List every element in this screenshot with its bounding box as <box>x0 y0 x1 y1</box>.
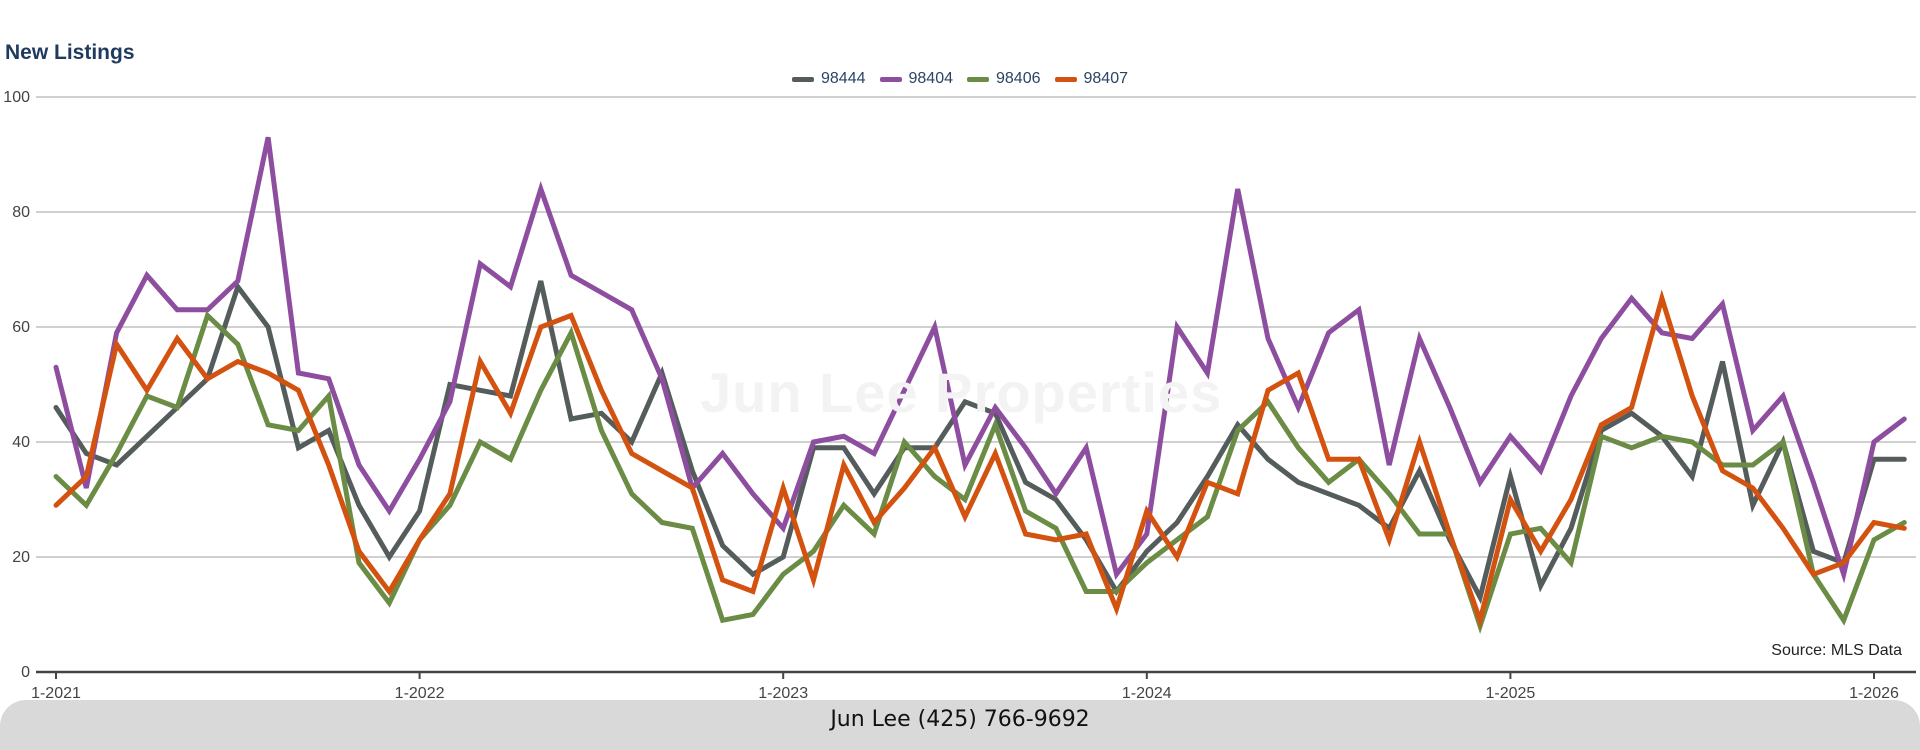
legend-item-98404[interactable]: 98404 <box>879 70 954 88</box>
x-tick-label-1-2022: 1-2022 <box>395 685 445 702</box>
watermark: Jun Lee Properties <box>700 361 1223 424</box>
series-line-98404 <box>53 136 1907 584</box>
x-tick-label-1-2023: 1-2023 <box>758 685 808 702</box>
legend-item-98407[interactable]: 98407 <box>1054 70 1129 88</box>
legend-label-98444: 98444 <box>821 70 866 87</box>
series-line-98406 <box>53 310 1907 634</box>
x-tick-label-1-2021: 1-2021 <box>31 685 81 702</box>
y-tick-label-20: 20 <box>12 549 30 566</box>
footer-bar <box>0 700 1920 750</box>
x-tick-label-1-2024: 1-2024 <box>1122 685 1172 702</box>
legend-label-98407: 98407 <box>1083 70 1129 87</box>
series-line-98407 <box>53 289 1907 629</box>
legend-swatch-98406 <box>967 76 989 82</box>
source-note: Source: MLS Data <box>1771 642 1902 659</box>
footer-contact: Jun Lee (425) 766-9692 <box>830 707 1090 732</box>
y-tick-label-100: 100 <box>3 89 30 106</box>
chart-title: New Listings <box>5 41 135 64</box>
y-tick-label-0: 0 <box>21 664 30 681</box>
legend-swatch-98404 <box>879 76 902 82</box>
legend: 98444 98404 98406 98407 <box>0 70 1920 88</box>
legend-label-98406: 98406 <box>996 70 1041 87</box>
legend-item-98406[interactable]: 98406 <box>967 70 1041 88</box>
legend-swatch-98444 <box>792 76 814 82</box>
x-tick-label-1-2026: 1-2026 <box>1849 685 1899 702</box>
legend-item-98444[interactable]: 98444 <box>792 70 866 88</box>
legend-swatch-98407 <box>1054 76 1077 82</box>
x-tick-label-1-2025: 1-2025 <box>1485 685 1535 702</box>
legend-label-98404: 98404 <box>908 70 954 87</box>
y-tick-label-60: 60 <box>12 319 30 336</box>
y-tick-label-80: 80 <box>12 204 30 221</box>
y-tick-label-40: 40 <box>12 434 30 451</box>
